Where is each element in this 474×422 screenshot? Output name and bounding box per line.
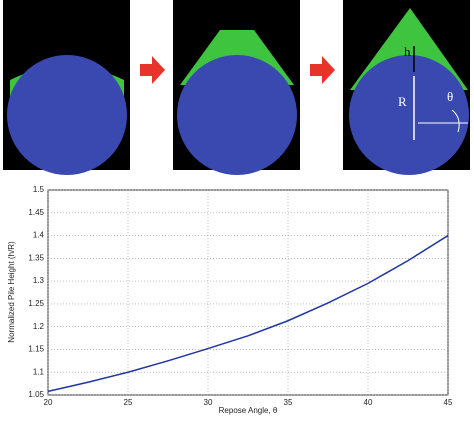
y-tick-label: 1.4 bbox=[33, 231, 45, 240]
x-axis-title: Repose Angle, θ bbox=[219, 406, 278, 415]
y-tick-label: 1.05 bbox=[28, 390, 44, 399]
y-tick-label: 1.45 bbox=[28, 208, 44, 217]
label-theta: θ bbox=[447, 89, 453, 104]
x-tick-label: 35 bbox=[284, 398, 293, 407]
panel-1 bbox=[3, 0, 130, 175]
panel-2 bbox=[173, 0, 300, 175]
arrow bbox=[140, 56, 165, 84]
y-tick-label: 1.3 bbox=[33, 276, 45, 285]
y-tick-label: 1.2 bbox=[33, 322, 45, 331]
x-tick-label: 20 bbox=[44, 398, 53, 407]
plot-area bbox=[47, 189, 449, 396]
y-axis-title: Normalized Pile Height (h/R) bbox=[7, 241, 16, 343]
data-line bbox=[47, 234, 449, 393]
x-tick-label: 45 bbox=[444, 398, 453, 407]
label-h: h bbox=[404, 44, 411, 59]
y-tick-label: 1.25 bbox=[28, 299, 44, 308]
y-tick-label: 1.15 bbox=[28, 345, 44, 354]
x-tick-label: 30 bbox=[204, 398, 213, 407]
x-tick-label: 40 bbox=[364, 398, 373, 407]
label-r: R bbox=[398, 94, 407, 109]
y-tick-label: 1.35 bbox=[28, 253, 44, 262]
y-tick-label: 1.5 bbox=[33, 185, 45, 194]
x-tick-label: 25 bbox=[124, 398, 133, 407]
y-tick-label: 1.1 bbox=[33, 367, 45, 376]
arrow bbox=[310, 56, 335, 84]
panel-3: h R θ bbox=[343, 0, 470, 175]
